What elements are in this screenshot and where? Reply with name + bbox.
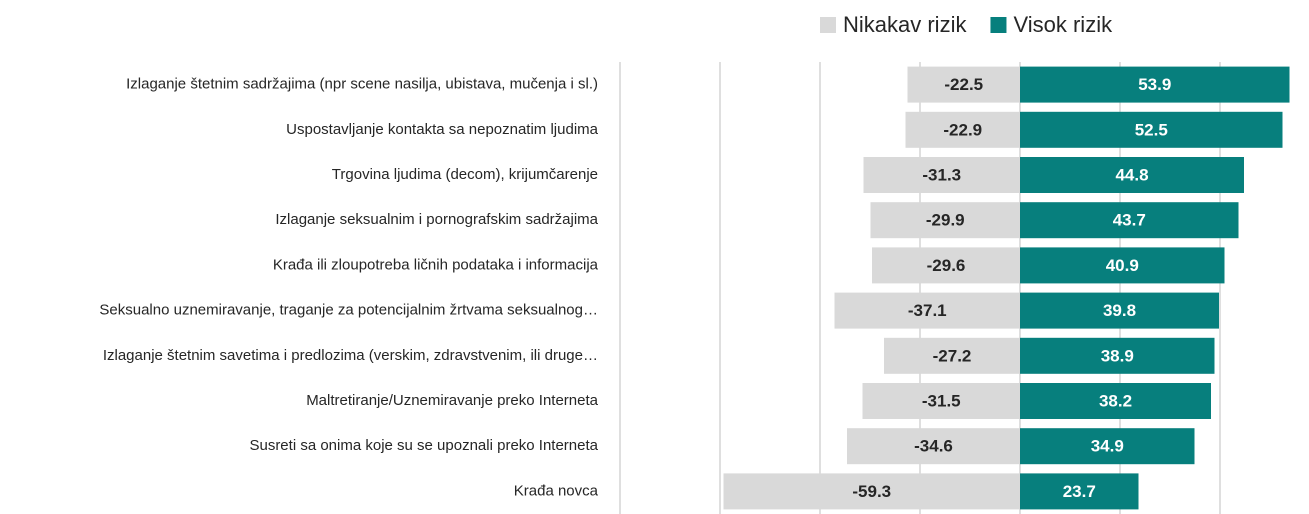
data-label: 53.9: [1138, 75, 1171, 94]
bar: [1020, 473, 1139, 510]
category-label: Trgovina ljudima (decom), krijumčarenje: [332, 166, 598, 183]
data-label: -59.3: [852, 482, 891, 501]
data-label: -34.6: [914, 437, 953, 456]
category-label: Izlaganje seksualnim i pornografskim sad…: [275, 211, 598, 228]
bar: [1020, 247, 1225, 284]
bar: [1020, 66, 1290, 103]
data-label: -27.2: [933, 346, 972, 365]
bar: [834, 292, 1020, 329]
category-label: Krađa novca: [514, 482, 599, 499]
data-label: 23.7: [1063, 482, 1096, 501]
bar: [1020, 383, 1211, 419]
category-label: Seksualno uznemiravanje, traganje za pot…: [99, 302, 598, 319]
bar: [1020, 202, 1239, 239]
data-label: -22.9: [943, 120, 982, 139]
data-label: -22.5: [944, 75, 983, 94]
legend-swatch: [820, 17, 836, 33]
data-label: -31.5: [922, 391, 961, 410]
data-label: -31.3: [922, 165, 961, 184]
data-label: 40.9: [1106, 256, 1139, 275]
bar: [723, 473, 1020, 510]
bar: [1020, 292, 1219, 329]
data-label: -37.1: [908, 301, 947, 320]
category-label: Izlaganje štetnim sadržajima (npr scene …: [126, 76, 598, 93]
legend-label: Visok rizik: [1013, 12, 1113, 37]
bar: [870, 202, 1020, 239]
bar: [1020, 157, 1244, 193]
bar: [847, 428, 1020, 465]
legend-label: Nikakav rizik: [843, 12, 967, 37]
bar: [862, 383, 1020, 419]
bar: [905, 111, 1020, 148]
bar: [872, 247, 1020, 284]
category-label: Krađa ili zloupotreba ličnih podataka i …: [273, 256, 599, 273]
bar: [1020, 111, 1283, 148]
bar: [907, 66, 1020, 103]
category-label: Uspostavljanje kontakta sa nepoznatim lj…: [286, 121, 598, 138]
data-label: -29.6: [927, 256, 966, 275]
data-label: 38.2: [1099, 391, 1132, 410]
legend-swatch: [990, 17, 1007, 33]
data-label: 43.7: [1113, 211, 1146, 230]
bar: [1020, 337, 1215, 374]
data-label: 52.5: [1135, 120, 1168, 139]
data-label: 39.8: [1103, 301, 1136, 320]
data-label: 44.8: [1115, 165, 1148, 184]
category-label: Susreti sa onima koje su se upoznali pre…: [249, 437, 598, 454]
data-label: 34.9: [1091, 437, 1124, 456]
category-label: Izlaganje štetnim savetima i predlozima …: [103, 347, 598, 364]
bar: [884, 337, 1020, 374]
bar: [1020, 428, 1195, 465]
data-label: 38.9: [1101, 346, 1134, 365]
category-label: Maltretiranje/Uznemiravanje preko Intern…: [306, 392, 598, 409]
bar: [863, 157, 1020, 193]
data-label: -29.9: [926, 211, 965, 230]
